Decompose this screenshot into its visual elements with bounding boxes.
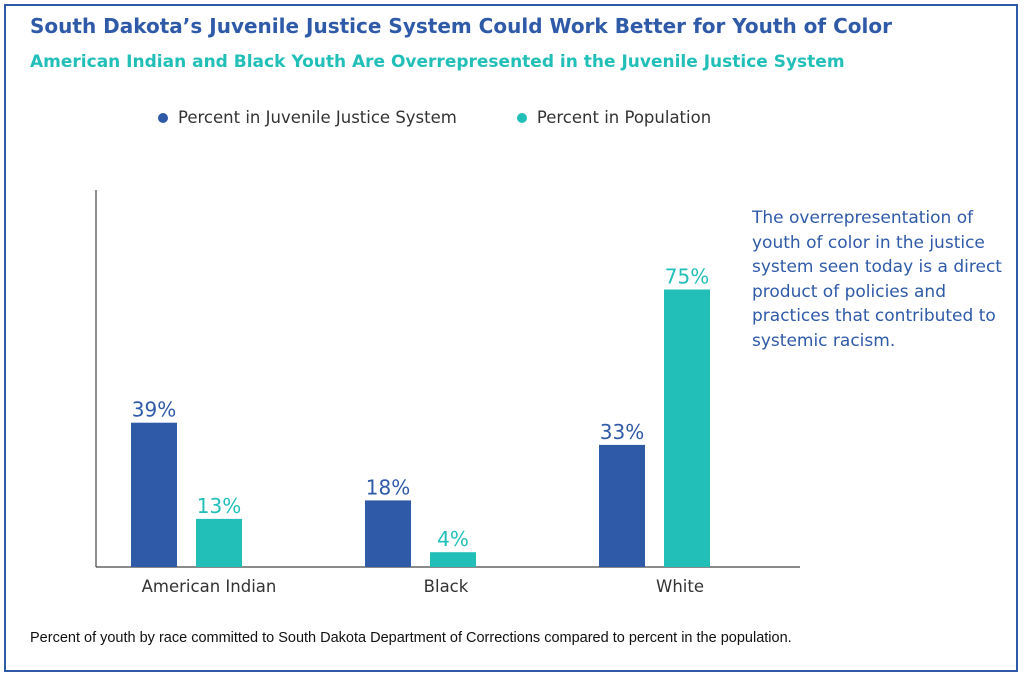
legend-item-juvenile: Percent in Juvenile Justice System (158, 108, 457, 127)
data-label-white-juvenile: 33% (600, 420, 644, 444)
data-label-american-indian-population: 13% (197, 494, 241, 518)
bar-american-indian-population (196, 518, 242, 567)
legend-label-juvenile: Percent in Juvenile Justice System (178, 108, 457, 127)
data-label-black-juvenile: 18% (366, 475, 410, 499)
data-label-american-indian-juvenile: 39% (132, 398, 176, 422)
legend: Percent in Juvenile Justice System Perce… (158, 108, 771, 127)
legend-label-population: Percent in Population (536, 108, 712, 127)
chart-subtitle: American Indian and Black Youth Are Over… (30, 52, 845, 72)
chart-title: South Dakota’s Juvenile Justice System C… (30, 14, 892, 38)
x-tick-label-american-indian: American Indian (142, 577, 277, 596)
bar-black-population (430, 552, 476, 567)
data-label-black-population: 4% (437, 527, 469, 551)
chart-frame (4, 4, 1018, 672)
legend-swatch-juvenile (158, 112, 168, 123)
legend-swatch-population (516, 112, 527, 123)
footnote: Percent of youth by race committed to So… (30, 630, 792, 646)
annotation-note: The overrepresentation of youth of color… (752, 208, 1002, 351)
bar-american-indian-juvenile (131, 422, 177, 567)
bar-white-juvenile (599, 444, 645, 567)
x-tick-label-white: White (656, 577, 704, 596)
x-tick-label-black: Black (424, 577, 469, 596)
bar-black-juvenile (365, 500, 411, 567)
legend-item-population: Percent in Population (516, 108, 712, 127)
data-label-white-population: 75% (665, 265, 709, 289)
bar-white-population (664, 289, 710, 567)
